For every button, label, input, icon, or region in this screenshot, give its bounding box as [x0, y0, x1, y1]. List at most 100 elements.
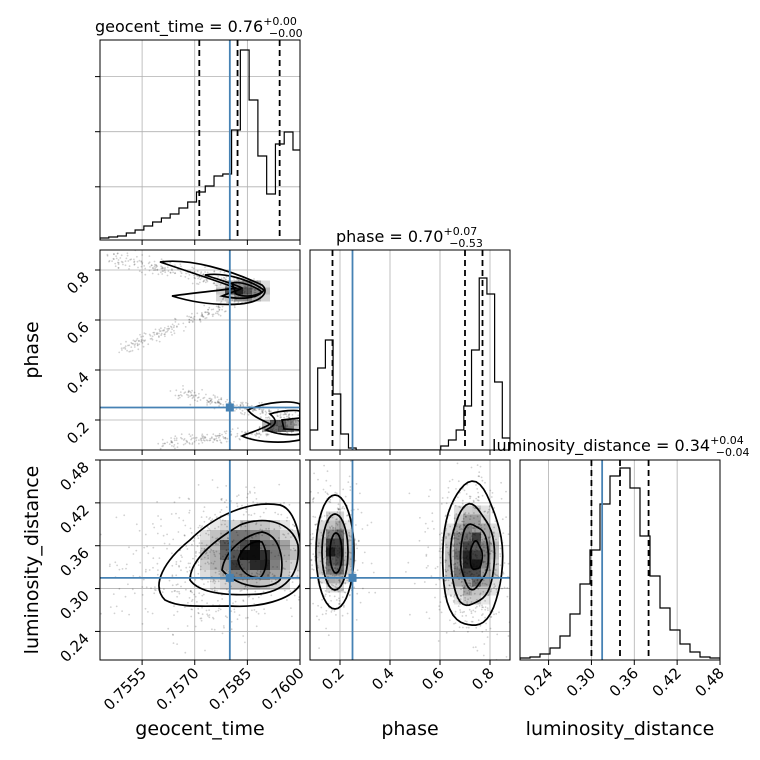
scatter-luminosity-distance-vs-geocent-time-point [206, 526, 209, 528]
scatter-phase-vs-geocent-time-point [215, 435, 218, 438]
scatter-phase-vs-geocent-time-point [171, 441, 173, 444]
scatter-luminosity-distance-vs-phase-point [315, 523, 318, 525]
scatter-phase-vs-geocent-time-point [187, 391, 190, 393]
scatter-phase-vs-geocent-time-point [185, 439, 188, 442]
scatter-luminosity-distance-vs-phase-point [463, 587, 466, 590]
scatter-phase-vs-geocent-time-point [192, 320, 194, 322]
scatter-luminosity-distance-vs-phase-point [464, 512, 467, 514]
scatter-luminosity-distance-vs-geocent-time-point [292, 523, 294, 526]
scatter-phase-vs-geocent-time-point [207, 401, 210, 403]
scatter-phase-vs-geocent-time-frame [99, 249, 301, 451]
scatter-luminosity-distance-vs-geocent-time-point [245, 617, 247, 619]
scatter-luminosity-distance-vs-geocent-time-point [257, 596, 260, 599]
scatter-luminosity-distance-vs-phase-point [337, 508, 340, 511]
scatter-luminosity-distance-vs-phase-point [475, 626, 478, 629]
scatter-luminosity-distance-vs-geocent-time-point [214, 580, 217, 583]
scatter-luminosity-distance-vs-phase-point [460, 594, 462, 597]
scatter-luminosity-distance-vs-geocent-time-point [219, 518, 222, 521]
scatter-phase-vs-geocent-time-point [213, 270, 216, 272]
scatter-luminosity-distance-vs-phase-point [452, 555, 455, 558]
scatter-phase-vs-geocent-time-point [177, 323, 180, 326]
scatter-luminosity-distance-vs-phase-point [494, 520, 497, 523]
scatter-luminosity-distance-vs-phase-point [338, 508, 340, 510]
scatter-luminosity-distance-vs-geocent-time-point [221, 598, 224, 600]
scatter-luminosity-distance-vs-phase-point [344, 564, 346, 567]
scatter-luminosity-distance-vs-geocent-time-point [254, 574, 257, 577]
scatter-luminosity-distance-vs-geocent-time-point [139, 561, 142, 564]
scatter-luminosity-distance-vs-geocent-time-point [135, 549, 138, 552]
scatter-phase-vs-geocent-time-point [193, 391, 196, 394]
scatter-luminosity-distance-vs-phase-point [489, 536, 492, 538]
scatter-phase-vs-geocent-time-point [205, 439, 208, 441]
scatter-luminosity-distance-vs-phase-point [447, 579, 450, 582]
scatter-luminosity-distance-vs-geocent-time-point [145, 586, 148, 589]
scatter-phase-vs-geocent-time-point [207, 308, 210, 311]
scatter-luminosity-distance-vs-phase-cell [490, 532, 499, 542]
scatter-phase-vs-geocent-time-point [208, 400, 211, 403]
scatter-luminosity-distance-vs-phase-point [457, 538, 460, 541]
scatter-luminosity-distance-vs-phase-point [488, 568, 491, 571]
scatter-phase-vs-geocent-time-point [201, 315, 204, 317]
scatter-luminosity-distance-vs-geocent-time-point [278, 483, 281, 486]
scatter-luminosity-distance-vs-phase-point [344, 591, 347, 594]
scatter-phase-vs-geocent-time-point [279, 414, 282, 417]
scatter-luminosity-distance-vs-phase-point [348, 551, 351, 554]
scatter-luminosity-distance-vs-phase-point [459, 528, 461, 530]
scatter-luminosity-distance-vs-phase-point [493, 583, 496, 586]
scatter-luminosity-distance-vs-geocent-time-point [296, 575, 299, 578]
scatter-luminosity-distance-vs-phase-point [477, 499, 480, 502]
scatter-luminosity-distance-vs-phase-point [472, 499, 475, 502]
scatter-phase-vs-geocent-time-point [254, 408, 256, 410]
scatter-phase-vs-geocent-time-point [221, 308, 224, 311]
scatter-luminosity-distance-vs-geocent-time-point [213, 628, 216, 631]
scatter-phase-vs-geocent-time-point [233, 300, 236, 303]
scatter-luminosity-distance-vs-phase-point [448, 533, 451, 536]
scatter-luminosity-distance-vs-phase-point [471, 527, 474, 529]
scatter-luminosity-distance-vs-geocent-time-point [171, 633, 174, 636]
scatter-luminosity-distance-vs-geocent-time-cell [280, 540, 290, 550]
scatter-phase-vs-geocent-time-point [106, 254, 109, 257]
scatter-luminosity-distance-vs-phase-point [455, 513, 458, 515]
scatter-phase-vs-geocent-time-point [260, 416, 262, 419]
scatter-luminosity-distance-vs-phase-point [461, 520, 463, 523]
scatter-phase-vs-geocent-time-point [224, 278, 227, 281]
scatter-luminosity-distance-vs-phase-point [461, 585, 464, 587]
scatter-luminosity-distance-vs-geocent-time-point [233, 611, 236, 613]
scatter-luminosity-distance-vs-geocent-time-point [252, 454, 254, 456]
scatter-luminosity-distance-vs-phase-point [329, 501, 332, 504]
scatter-phase-vs-geocent-time-point [133, 263, 136, 266]
scatter-phase-vs-geocent-time-point [206, 311, 208, 314]
scatter-luminosity-distance-vs-phase-point [494, 585, 496, 588]
scatter-luminosity-distance-vs-phase-point [475, 484, 477, 486]
scatter-phase-vs-geocent-time-point [154, 267, 157, 270]
scatter-phase-vs-geocent-time-point [161, 266, 164, 268]
scatter-luminosity-distance-vs-phase-point [472, 609, 475, 612]
scatter-luminosity-distance-vs-phase-cell [317, 520, 326, 530]
scatter-phase-vs-geocent-time-cell [270, 420, 278, 426]
scatter-luminosity-distance-vs-geocent-time-point [109, 606, 112, 608]
panel-phase-vs-geocent-time: 0.20.40.60.8 [63, 249, 301, 455]
scatter-luminosity-distance-vs-geocent-time-point [203, 506, 206, 508]
scatter-luminosity-distance-vs-geocent-time-point [247, 493, 249, 495]
scatter-luminosity-distance-vs-phase-point [349, 489, 352, 491]
scatter-luminosity-distance-vs-geocent-time-cell [280, 560, 290, 570]
scatter-luminosity-distance-vs-phase-cell [454, 532, 463, 542]
scatter-luminosity-distance-vs-phase-point [490, 590, 492, 593]
scatter-phase-vs-geocent-time-point [216, 440, 219, 442]
scatter-phase-vs-geocent-time-point [250, 404, 253, 407]
panel-hist-phase [309, 249, 511, 455]
scatter-luminosity-distance-vs-geocent-time-point [187, 601, 189, 604]
ylabel-luminosity-distance: luminosity_distance [21, 466, 43, 655]
scatter-luminosity-distance-vs-geocent-time-point [115, 605, 118, 608]
scatter-luminosity-distance-vs-phase-point [445, 559, 448, 562]
scatter-luminosity-distance-vs-phase-point [489, 616, 492, 618]
scatter-luminosity-distance-vs-phase-point [366, 524, 369, 527]
scatter-phase-vs-geocent-time-point [193, 318, 196, 321]
scatter-luminosity-distance-vs-phase-point [470, 610, 473, 613]
scatter-luminosity-distance-vs-phase-point [487, 538, 490, 540]
scatter-phase-vs-geocent-time-point [179, 263, 182, 266]
scatter-luminosity-distance-vs-phase-point [478, 520, 480, 523]
scatter-luminosity-distance-vs-geocent-time-cell [250, 560, 260, 570]
scatter-phase-vs-geocent-time-point [171, 440, 173, 443]
scatter-luminosity-distance-vs-geocent-time-point [286, 599, 288, 601]
